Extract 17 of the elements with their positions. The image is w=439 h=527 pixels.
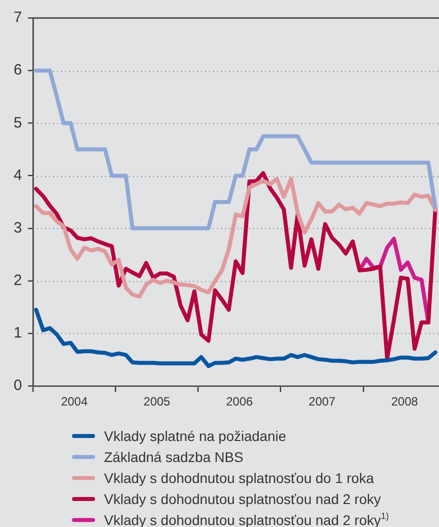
y-tick-label: 0 (14, 377, 22, 394)
y-tick-label: 4 (14, 166, 22, 184)
legend-label: Vklady s dohodnutou splatnosťou nad 2 roky (104, 490, 381, 506)
x-tick-label: 2005 (144, 394, 171, 409)
y-tick-label: 7 (14, 9, 22, 26)
x-tick-label: 2006 (226, 394, 254, 409)
legend-label: Základná sadzba NBS (104, 448, 244, 464)
legend-label: Vklady s dohodnutou splatnosťou do 1 roka (104, 470, 374, 486)
x-tick-label: 2004 (60, 394, 88, 409)
y-tick-label: 2 (14, 272, 22, 289)
y-tick-label: 3 (14, 219, 22, 236)
y-tick-label: 5 (14, 114, 22, 132)
y-tick-label: 1 (14, 324, 22, 342)
legend-label: Vklady splatné na požiadanie (104, 428, 286, 444)
y-tick-label: 6 (14, 62, 22, 79)
x-tick-label: 2008 (391, 394, 418, 409)
x-tick-label: 2007 (308, 394, 336, 409)
